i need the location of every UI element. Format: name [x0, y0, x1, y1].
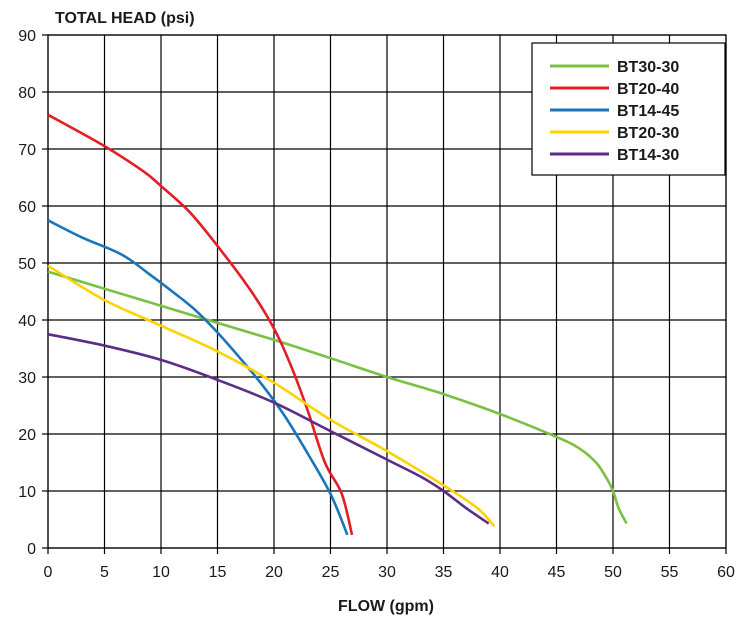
x-tick-label: 15	[209, 564, 227, 581]
series-line-bt20-40	[47, 113, 354, 536]
y-tick-label: 90	[18, 28, 36, 45]
series-line-bt14-45	[47, 219, 349, 536]
legend: BT30-30 BT20-40 BT14-45 BT20-30 BT14-30	[531, 42, 726, 176]
series-line-bt30-30	[47, 270, 628, 525]
x-tick-label: 45	[548, 564, 566, 581]
y-tick-label: 80	[18, 85, 36, 102]
legend-label: BT20-40	[617, 81, 679, 98]
x-axis-title: FLOW (gpm)	[338, 598, 434, 615]
x-tick-label: 60	[717, 564, 735, 581]
y-tick-label: 30	[18, 370, 36, 387]
legend-label: BT20-30	[617, 125, 679, 142]
y-tick-label: 60	[18, 199, 36, 216]
x-tick-label: 30	[378, 564, 396, 581]
legend-label: BT14-45	[617, 103, 679, 120]
x-tick-label: 50	[604, 564, 622, 581]
y-tick-labels: 0 10 20 30 40 50 60 70 80 90	[18, 28, 36, 558]
y-tick-label: 0	[27, 541, 36, 558]
y-tick-label: 40	[18, 313, 36, 330]
x-tick-label: 35	[435, 564, 453, 581]
y-axis-title: TOTAL HEAD (psi)	[55, 10, 195, 27]
y-tick-label: 10	[18, 484, 36, 501]
x-tick-label: 25	[322, 564, 340, 581]
y-tick-label: 20	[18, 427, 36, 444]
curves	[47, 113, 628, 536]
y-tick-label: 70	[18, 142, 36, 159]
x-tick-label: 20	[265, 564, 283, 581]
x-tick-labels: 0 5 10 15 20 25 30 35 40 45 50 55 60	[44, 564, 735, 581]
legend-label: BT14-30	[617, 147, 679, 164]
series-line-bt20-30	[47, 264, 496, 528]
x-tick-label: 5	[100, 564, 109, 581]
y-tick-label: 50	[18, 256, 36, 273]
legend-label: BT30-30	[617, 59, 679, 76]
x-tick-label: 40	[491, 564, 509, 581]
x-tick-label: 10	[152, 564, 170, 581]
x-tick-label: 0	[44, 564, 53, 581]
series-line-bt14-30	[47, 333, 490, 525]
x-tick-label: 55	[661, 564, 679, 581]
